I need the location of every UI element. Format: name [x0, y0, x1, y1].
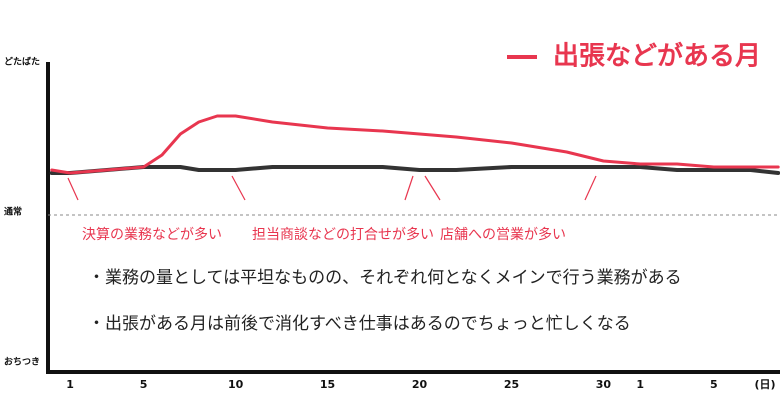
pointer-stroke: [231, 175, 246, 201]
x-tick-label: 5: [140, 378, 148, 391]
pointer-stroke: [584, 175, 597, 201]
x-tick-label: 15: [320, 378, 335, 391]
x-tick-label: 20: [412, 378, 428, 391]
x-tick-label: 30: [596, 378, 612, 391]
x-tick-label: 5: [710, 378, 718, 391]
pointer-stroke: [404, 175, 414, 201]
y-tick-label: おちつき: [4, 357, 40, 368]
x-tick-label: 25: [504, 378, 519, 391]
line-series: [49, 165, 780, 175]
line-series: [50, 114, 780, 175]
note: ・出張がある月は前後で消化すべき仕事はあるのでちょっと忙しくなる: [88, 314, 631, 334]
x-tick-label: 1: [66, 378, 74, 391]
x-axis-label: (日): [754, 378, 775, 391]
annotation: 店舗への営業が多い: [440, 226, 566, 243]
pointer-stroke: [67, 177, 79, 201]
pointer-stroke: [424, 175, 441, 201]
y-tick-label: どたばた: [4, 56, 40, 68]
note: ・業務の量としては平坦なものの、それぞれ何となくメインで行う業務がある: [88, 268, 682, 288]
x-tick-label: 1: [636, 378, 644, 391]
legend-label: 出張などがある月: [553, 41, 761, 72]
annotation: 担当商談などの打合せが多い: [252, 226, 434, 243]
x-tick-label: 10: [228, 378, 244, 391]
annotation: 決算の業務などが多い: [82, 226, 222, 243]
y-tick-label: 通常: [4, 206, 22, 218]
